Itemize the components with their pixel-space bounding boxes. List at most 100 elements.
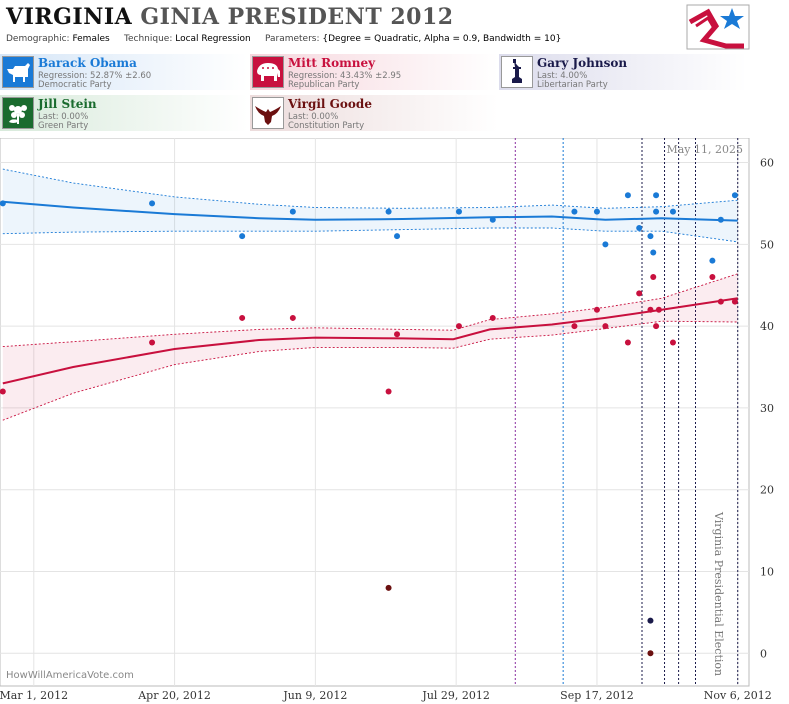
data-point xyxy=(647,306,654,313)
data-point xyxy=(385,208,392,215)
plot-frame xyxy=(0,138,750,687)
demographic-value: Females xyxy=(72,34,110,44)
legend-item-goode: Virgil Goode Last: 0.00% Constitution Pa… xyxy=(250,95,498,131)
data-point xyxy=(385,584,392,591)
poll-points xyxy=(0,192,738,657)
data-point xyxy=(571,323,578,330)
y-tick-label: 10 xyxy=(760,565,774,578)
candidate-name: Virgil Goode xyxy=(288,97,372,111)
data-point xyxy=(709,274,716,281)
y-tick-label: 60 xyxy=(760,157,774,170)
confidence-band xyxy=(2,169,738,242)
data-point xyxy=(593,306,600,313)
y-tick-label: 50 xyxy=(760,238,774,251)
x-tick-label: Apr 20, 2012 xyxy=(137,689,211,702)
technique-label: Technique: xyxy=(124,34,173,44)
x-tick-label: Jun 9, 2012 xyxy=(282,689,347,702)
data-point xyxy=(455,208,462,215)
data-point xyxy=(717,216,724,223)
candidate-party: Republican Party xyxy=(288,80,360,90)
x-axis: Mar 1, 2012 Apr 20, 2012 Jun 9, 2012 Jul 29… xyxy=(0,689,772,702)
data-point xyxy=(647,650,654,657)
trend-lines xyxy=(2,200,738,385)
candidate-party: Libertarian Party xyxy=(537,80,608,90)
data-point xyxy=(489,314,496,321)
data-point xyxy=(653,192,660,199)
data-point xyxy=(602,241,609,248)
candidate-name: Jill Stein xyxy=(38,97,97,111)
data-point xyxy=(289,208,296,215)
parameters-value: {Degree = Quadratic, Alpha = 0.9, Bandwi… xyxy=(322,34,562,44)
y-axis: 0 10 20 30 40 50 60 xyxy=(760,157,774,661)
data-point xyxy=(624,192,631,199)
data-point xyxy=(289,314,296,321)
demographic-label: Demographic: xyxy=(6,34,70,44)
data-point xyxy=(385,388,392,395)
data-point xyxy=(647,233,654,240)
elephant-icon xyxy=(252,56,284,88)
legend-item-johnson: Gary Johnson Last: 4.00% Libertarian Par… xyxy=(499,54,747,90)
confidence-upper xyxy=(2,168,738,209)
data-point xyxy=(653,323,660,330)
page-title: VIRGINIA GINIA PRESIDENT 2012 xyxy=(6,4,454,30)
candidate-name: Gary Johnson xyxy=(537,56,628,70)
data-point xyxy=(394,233,401,240)
date-stamp: May 11, 2025 xyxy=(666,143,743,156)
eagle-icon xyxy=(252,97,284,129)
data-point xyxy=(731,192,738,199)
y-tick-label: 0 xyxy=(760,647,767,660)
data-point xyxy=(731,298,738,305)
data-point xyxy=(669,208,676,215)
candidate-stat: Regression: 43.43% ±2.95 xyxy=(288,71,402,81)
event-label: Virginia Presidential Election xyxy=(712,511,725,676)
candidate-stat: Last: 4.00% xyxy=(537,71,588,81)
data-point xyxy=(571,208,578,215)
statue-of-liberty-icon xyxy=(501,56,533,88)
data-point xyxy=(0,388,6,395)
data-point xyxy=(593,208,600,215)
x-tick-label: Sep 17, 2012 xyxy=(560,689,634,702)
data-point xyxy=(602,323,609,330)
trend-line xyxy=(2,297,738,385)
data-point xyxy=(653,208,660,215)
data-point xyxy=(647,617,654,624)
candidate-name: Barack Obama xyxy=(38,56,137,70)
candidate-stat: Regression: 52.87% ±2.60 xyxy=(38,71,152,81)
event-lines xyxy=(514,138,739,686)
data-point xyxy=(709,257,716,264)
data-point xyxy=(717,298,724,305)
data-point xyxy=(149,339,156,346)
confidence-upper xyxy=(2,273,738,348)
y-tick-label: 40 xyxy=(760,320,774,333)
data-point xyxy=(149,200,156,207)
poll-chart: 0 10 20 30 40 50 60 Mar 1, 2012 Apr 20, 2012 Jun… xyxy=(0,138,774,702)
legend-item-romney: Mitt Romney Regression: 43.43% ±2.95 Rep… xyxy=(250,54,498,90)
data-point xyxy=(0,200,6,207)
x-tick-label: Jul 29, 2012 xyxy=(421,689,490,702)
candidate-party: Constitution Party xyxy=(288,121,365,131)
flower-icon xyxy=(2,97,34,129)
data-point xyxy=(239,314,246,321)
technique-value: Local Regression xyxy=(175,34,251,44)
trend-line xyxy=(2,200,738,222)
data-point xyxy=(655,306,662,313)
candidate-stat: Last: 0.00% xyxy=(38,112,89,122)
candidate-name: Mitt Romney xyxy=(288,56,376,70)
data-point xyxy=(669,339,676,346)
data-point xyxy=(489,216,496,223)
header: VIRGINIA GINIA PRESIDENT 2012 Demographi… xyxy=(0,0,789,52)
x-tick-label: Mar 1, 2012 xyxy=(0,689,68,702)
data-point xyxy=(239,233,246,240)
data-point xyxy=(650,274,657,281)
parameters-line: Demographic: Females Technique: Local Re… xyxy=(6,34,561,44)
data-point xyxy=(455,323,462,330)
candidate-stat: Last: 0.00% xyxy=(288,112,339,122)
x-tick-label: Nov 6, 2012 xyxy=(704,689,772,702)
data-point xyxy=(650,249,657,256)
title-state: VIRGINIA xyxy=(6,4,133,30)
grid xyxy=(0,138,749,686)
legend-item-stein: Jill Stein Last: 0.00% Green Party xyxy=(0,95,248,131)
star-flag-logo-icon xyxy=(686,4,750,50)
candidate-party: Green Party xyxy=(38,121,89,131)
data-point xyxy=(636,290,643,297)
